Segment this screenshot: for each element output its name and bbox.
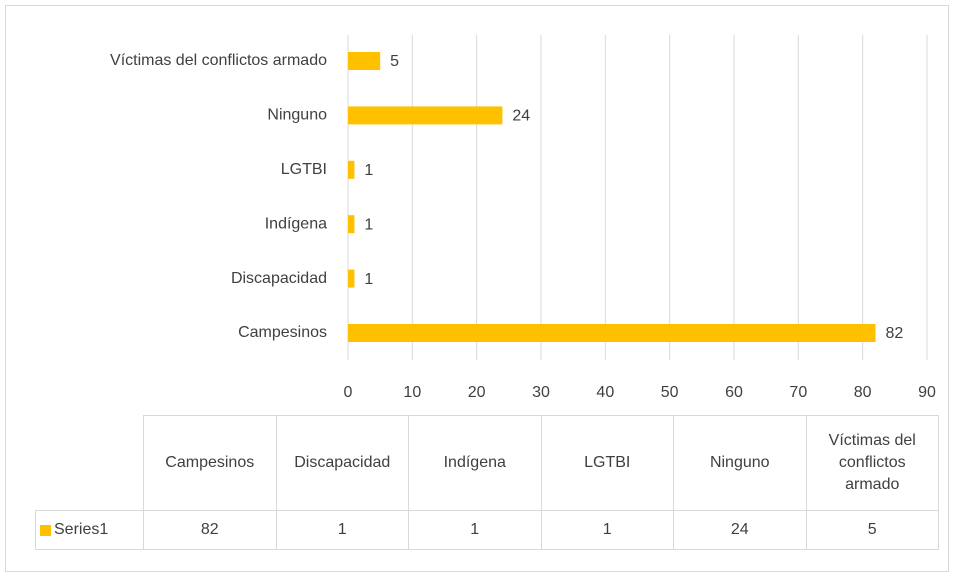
- bar: [348, 52, 381, 70]
- x-tick-label: 70: [789, 384, 807, 401]
- table-header: LGTBI: [540, 415, 674, 511]
- x-tick-label: 40: [596, 384, 614, 401]
- chart-border: [5, 5, 949, 572]
- y-tick-label: Ninguno: [267, 107, 327, 124]
- table-header: Discapacidad: [275, 415, 409, 511]
- x-tick-label: 60: [725, 384, 743, 401]
- table-header: Ninguno: [673, 415, 807, 511]
- table-series-cell: Series1: [35, 510, 144, 550]
- data-label: 24: [512, 108, 530, 125]
- x-tick-label: 30: [532, 384, 550, 401]
- bar: [348, 215, 355, 234]
- bar: [348, 160, 355, 179]
- bar: [348, 106, 503, 125]
- data-label: 1: [364, 216, 373, 233]
- table-value: 1: [408, 510, 542, 550]
- data-label: 82: [886, 325, 904, 342]
- table-header: Campesinos: [143, 415, 277, 511]
- y-tick-label: LGTBI: [281, 161, 327, 178]
- table-header: Víctimas del conflictos armado: [805, 415, 939, 511]
- y-tick-label: Víctimas del conflictos armado: [110, 52, 327, 69]
- y-tick-label: Discapacidad: [231, 270, 327, 287]
- x-tick-label: 50: [661, 384, 679, 401]
- legend-label: Series1: [54, 521, 109, 538]
- table-value: 24: [673, 510, 807, 550]
- x-tick-label: 10: [403, 384, 421, 401]
- bar: [348, 269, 355, 288]
- y-tick-label: Campesinos: [238, 324, 327, 341]
- table-value: 5: [805, 510, 939, 550]
- y-tick-label: Indígena: [265, 215, 327, 232]
- table-value: 1: [540, 510, 674, 550]
- table-value: 1: [275, 510, 409, 550]
- legend-key: [40, 524, 51, 536]
- data-label: 1: [364, 271, 373, 288]
- x-tick-label: 20: [468, 384, 486, 401]
- bar: [348, 324, 876, 342]
- data-label: 5: [390, 53, 399, 70]
- x-tick-label: 80: [854, 384, 872, 401]
- data-label: 1: [364, 162, 373, 179]
- x-tick-label: 90: [918, 384, 936, 401]
- table-header: Indígena: [408, 415, 542, 511]
- x-tick-label: 0: [344, 384, 353, 401]
- table-value: 82: [143, 510, 277, 550]
